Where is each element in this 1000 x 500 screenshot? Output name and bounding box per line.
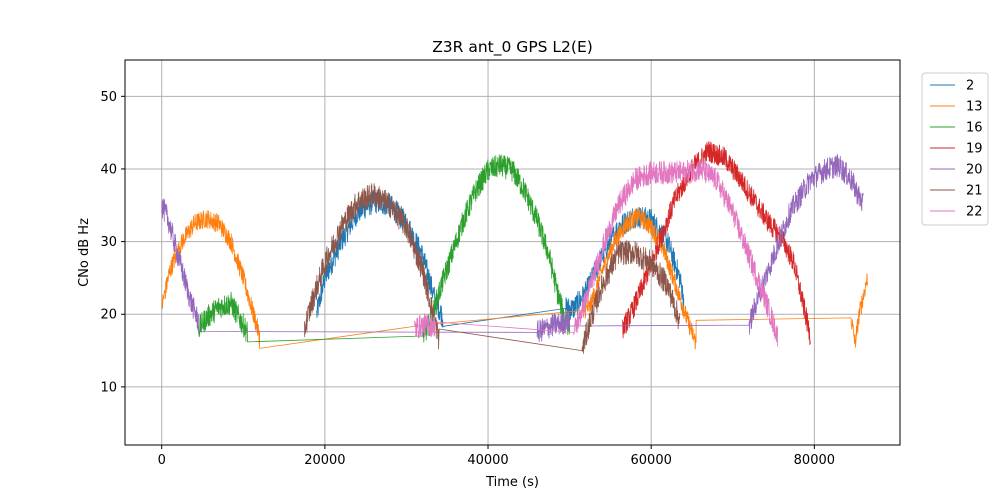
series-line-2 — [316, 190, 685, 328]
legend-label-19: 19 — [966, 142, 983, 157]
legend-label-2: 2 — [966, 79, 974, 94]
series-line-20 — [161, 153, 864, 343]
x-tick-label: 0 — [158, 453, 166, 468]
series-line-22 — [414, 158, 778, 347]
legend-label-13: 13 — [966, 100, 983, 115]
y-tick-label: 50 — [100, 90, 117, 105]
series-line-16 — [198, 154, 570, 343]
legend-label-16: 16 — [966, 121, 983, 136]
series-line-21 — [304, 183, 681, 354]
x-tick-label: 80000 — [794, 453, 835, 468]
y-axis-label: CNo dB Hz — [77, 218, 92, 287]
y-tick-label: 30 — [100, 235, 117, 250]
legend-label-22: 22 — [966, 205, 983, 220]
axis-ticks: 0 20000 40000 60000 80000 10 20 30 40 50 — [100, 90, 835, 468]
y-tick-label: 10 — [100, 380, 117, 395]
legend: 2 13 16 19 20 21 22 — [921, 72, 989, 226]
x-tick-label: 60000 — [631, 453, 672, 468]
chart-title: Z3R ant_0 GPS L2(E) — [432, 38, 593, 57]
x-axis-label: Time (s) — [485, 475, 539, 490]
legend-label-21: 21 — [966, 184, 983, 199]
series-lines — [161, 141, 868, 354]
series-line-13 — [161, 206, 868, 350]
y-tick-label: 40 — [100, 162, 117, 177]
plot-frame — [124, 59, 901, 446]
legend-box — [921, 72, 989, 226]
legend-label-20: 20 — [966, 163, 983, 178]
y-tick-label: 20 — [100, 308, 117, 323]
x-tick-label: 40000 — [467, 453, 508, 468]
x-tick-label: 20000 — [304, 453, 345, 468]
